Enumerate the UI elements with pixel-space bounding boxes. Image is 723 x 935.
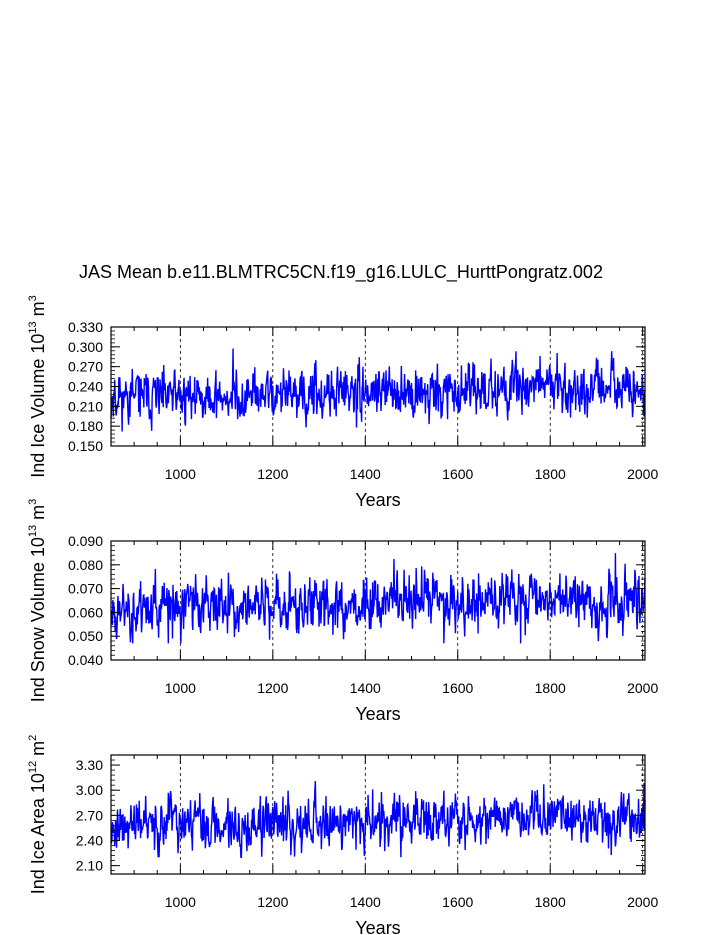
y-axis-title-exponent: 13 [27, 525, 39, 537]
y-axis-title-exponent: 12 [27, 761, 39, 773]
y-tick-label: 0.180 [68, 418, 103, 434]
y-tick-label: 3.30 [76, 757, 103, 773]
x-tick-label: 1800 [535, 894, 566, 910]
x-tick-label: 1000 [165, 466, 196, 482]
x-axis-title: Years [355, 918, 400, 935]
y-axis-title-text: Ind Snow Volume 10 [28, 537, 48, 702]
y-axis-title-unit-exponent: 3 [27, 295, 39, 301]
x-tick-label: 1600 [442, 680, 473, 696]
x-tick-label: 1200 [257, 680, 288, 696]
x-tick-label: 1400 [350, 894, 381, 910]
y-axis-title: Ind Ice Area 1012 m2 [27, 735, 48, 894]
x-tick-label: 1600 [442, 466, 473, 482]
panel-2: 1000 1200 1400 1600 1800 2000 0.040 0.050 0.060 0… [27, 499, 658, 724]
y-tick-label: 0.080 [68, 557, 103, 573]
x-tick-label: 1400 [350, 466, 381, 482]
x-tick-label: 1000 [165, 894, 196, 910]
x-axis-title: Years [355, 490, 400, 510]
y-tick-label: 0.090 [68, 533, 103, 549]
y-tick-label: 0.330 [68, 319, 103, 335]
y-axis-title-text: Ind Ice Area 10 [28, 773, 48, 894]
y-tick-label: 2.40 [76, 832, 103, 848]
y-tick-label: 0.040 [68, 652, 103, 668]
y-tick-label: 2.10 [76, 858, 103, 874]
x-tick-label: 1800 [535, 466, 566, 482]
y-axis-title-text: Ind Ice Volume 10 [28, 334, 48, 478]
y-tick-label: 0.150 [68, 438, 103, 454]
x-tick-label: 1200 [257, 466, 288, 482]
x-tick-label: 1000 [165, 680, 196, 696]
x-tick-label: 2000 [627, 894, 658, 910]
y-tick-label: 3.00 [76, 782, 103, 798]
y-axis-title-exponent: 13 [27, 321, 39, 333]
plot-frame [110, 540, 646, 661]
x-tick-label: 2000 [627, 466, 658, 482]
y-axis-title: Ind Snow Volume 1013 m3 [27, 499, 48, 703]
x-tick-label: 1600 [442, 894, 473, 910]
x-tick-label: 1200 [257, 894, 288, 910]
y-axis-title: Ind Ice Volume 1013 m3 [27, 295, 48, 477]
y-tick-label: 0.300 [68, 339, 103, 355]
y-tick-label: 0.210 [68, 398, 103, 414]
y-tick-label: 0.270 [68, 359, 103, 375]
y-tick-label: 0.070 [68, 581, 103, 597]
panels-container: 1000 1200 1400 1600 1800 2000 0.150 0.180 0.210 0… [27, 295, 658, 935]
x-tick-label: 1800 [535, 680, 566, 696]
series-line [110, 781, 646, 858]
series-line [110, 348, 646, 432]
chart-title: JAS Mean b.e11.BLMTRC5CN.f19_g16.LULC_Hu… [79, 262, 603, 283]
y-tick-label: 0.240 [68, 379, 103, 395]
x-axis-title: Years [355, 704, 400, 724]
y-axis-title-unit: m [28, 505, 48, 525]
y-axis-title-unit: m [28, 741, 48, 761]
y-tick-label: 0.060 [68, 604, 103, 620]
y-axis-title-unit-exponent: 2 [27, 735, 39, 741]
y-tick-label: 2.70 [76, 807, 103, 823]
plot-frame [110, 754, 646, 875]
y-axis-title-unit: m [28, 301, 48, 321]
series-line [110, 553, 646, 644]
x-tick-label: 2000 [627, 680, 658, 696]
panel-1: 1000 1200 1400 1600 1800 2000 0.150 0.180 0.210 0… [27, 295, 658, 510]
x-tick-label: 1400 [350, 680, 381, 696]
panel-3: 1000 1200 1400 1600 1800 2000 2.10 2.40 2.70 3.00… [27, 735, 658, 935]
y-axis-title-unit-exponent: 3 [27, 499, 39, 505]
y-tick-label: 0.050 [68, 628, 103, 644]
